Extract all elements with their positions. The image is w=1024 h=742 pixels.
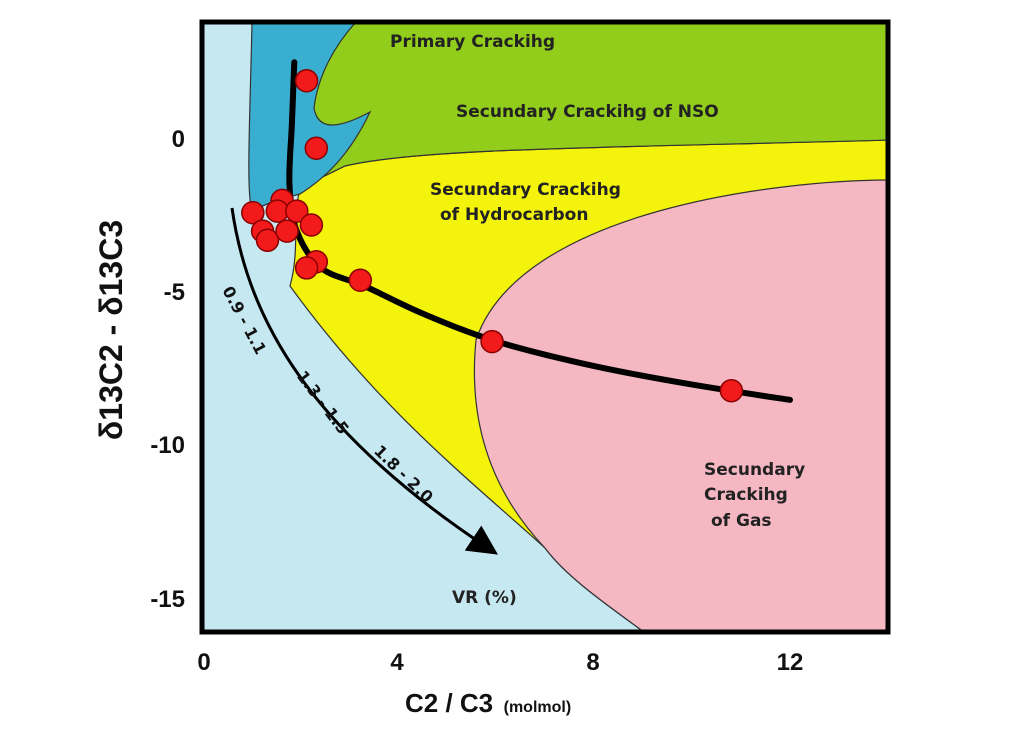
- data-point-10: [299, 213, 324, 237]
- label-hydrocarbon-cracking-line1: Secundary Crackihg: [430, 180, 621, 200]
- x-axis-title-unit: (molmol): [504, 699, 572, 716]
- data-points: [241, 68, 744, 403]
- region-labels: Primary Crackihg Secundary Crackihg of N…: [390, 32, 805, 531]
- label-hydrocarbon-cracking-line2: of Hydrocarbon: [440, 205, 588, 225]
- data-point-8: [255, 228, 280, 253]
- data-point-14: [480, 329, 504, 354]
- plot-frame: [199, 19, 891, 635]
- maturity-arrow-line: [230, 207, 499, 555]
- y-axis-title: δ13C2 - δ13C3: [93, 220, 129, 440]
- trend-curve: [286, 59, 793, 403]
- x-axis-title-main: C2 / C3: [405, 688, 493, 718]
- x-axis-title: C2 / C3 (molmol): [405, 688, 571, 718]
- x-axis: 0 4 8 12 C2 / C3 (molmol): [197, 649, 803, 718]
- data-point-4: [241, 200, 265, 225]
- data-point-13: [348, 268, 373, 292]
- y-tick-label-minus15: -15: [150, 586, 185, 613]
- data-point-1: [294, 68, 319, 93]
- y-tick-label-minus5: -5: [164, 279, 185, 306]
- y-tick-label-0: 0: [172, 126, 185, 153]
- x-tick-label-12: 12: [777, 649, 804, 676]
- vr-axis-label: VR (%): [452, 588, 517, 608]
- label-gas-cracking-line1: Secundary: [704, 460, 805, 480]
- region-layer: [202, 22, 888, 632]
- label-gas-cracking-line2: Crackihg: [704, 485, 788, 505]
- x-tick-label-4: 4: [390, 649, 404, 676]
- data-point-2: [304, 136, 329, 160]
- data-point-12: [294, 256, 319, 280]
- data-point-5: [265, 199, 290, 223]
- region-gas: [473, 179, 888, 632]
- x-tick-label-0: 0: [197, 649, 210, 676]
- label-primary-cracking: Primary Crackihg: [390, 32, 555, 52]
- data-point-15: [719, 378, 744, 403]
- data-point-9: [275, 219, 299, 243]
- y-axis: 0 -5 -10 -15 δ13C2 - δ13C3: [93, 126, 185, 613]
- label-gas-cracking-line3: of Gas: [711, 511, 772, 531]
- x-tick-label-8: 8: [586, 649, 599, 676]
- data-point-6: [285, 199, 309, 223]
- region-primary: [248, 22, 372, 213]
- label-nso-cracking: Secundary Crackihg of NSO: [456, 102, 719, 122]
- y-tick-label-minus10: -10: [150, 432, 185, 459]
